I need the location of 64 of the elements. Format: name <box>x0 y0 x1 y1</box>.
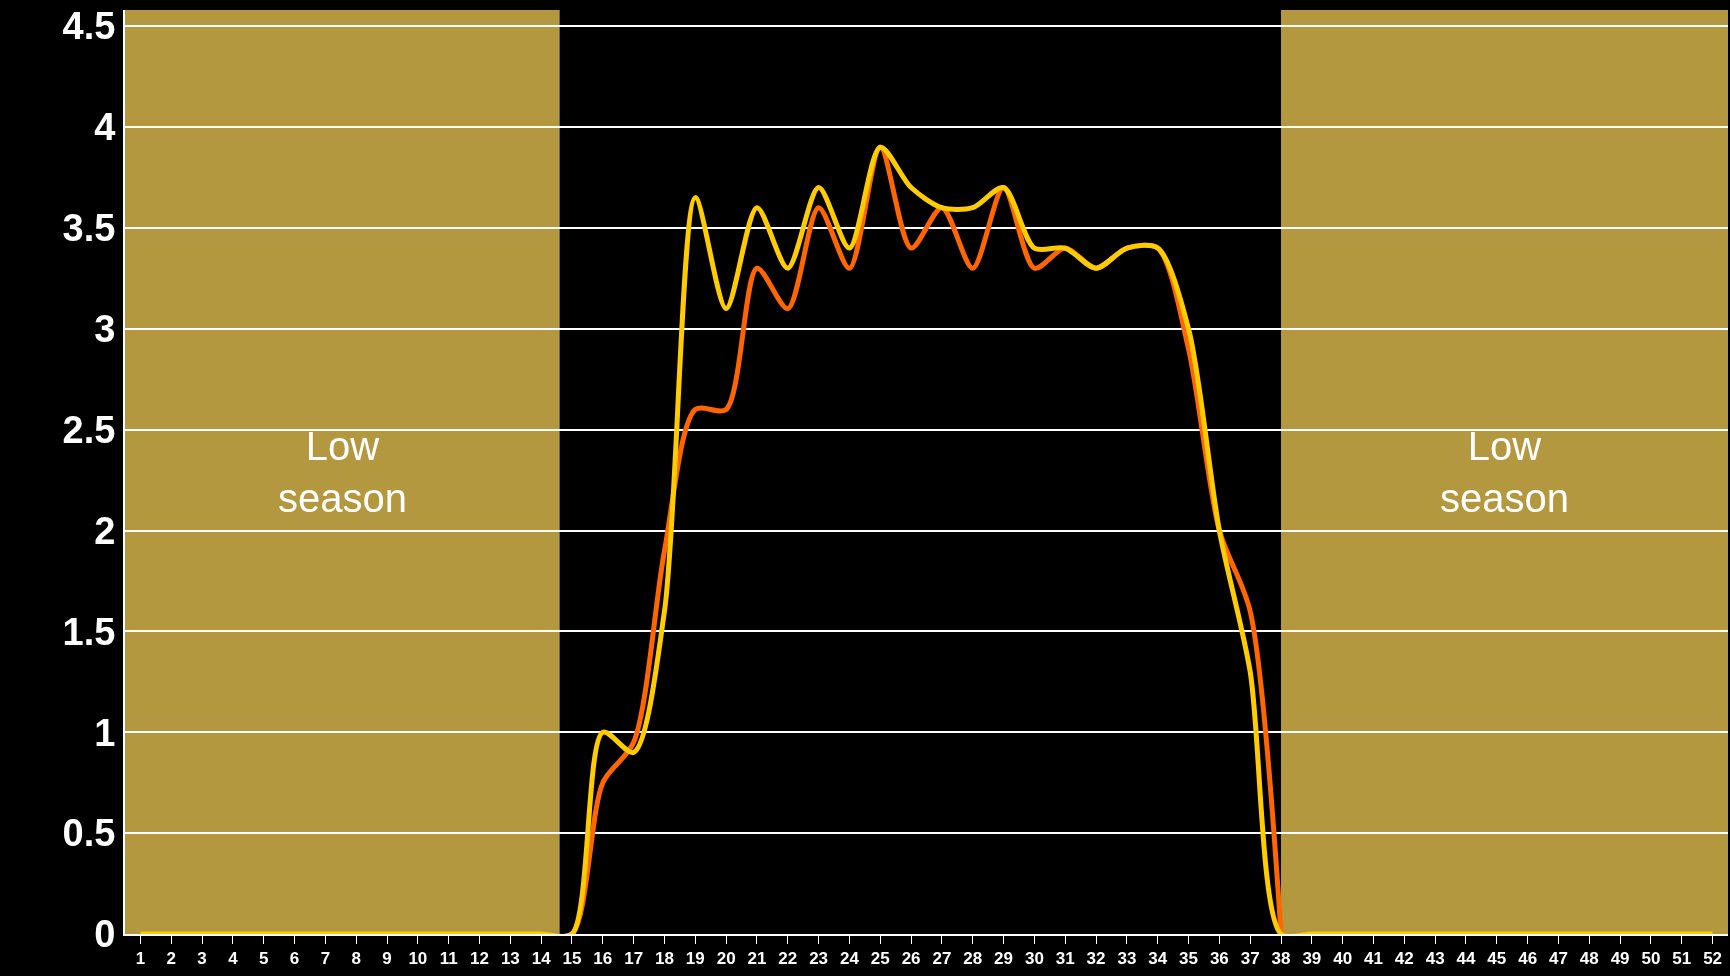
x-tick-label: 2 <box>166 949 176 969</box>
x-tick-label: 45 <box>1487 949 1507 969</box>
y-tick-label: 4.5 <box>62 5 116 48</box>
x-tick-label: 46 <box>1518 949 1538 969</box>
x-tick-label: 17 <box>624 949 644 969</box>
x-tick-label: 15 <box>562 949 582 969</box>
y-tick-label: 1.5 <box>62 610 116 653</box>
x-tick-label: 18 <box>655 949 674 969</box>
x-tick-label: 44 <box>1456 949 1476 969</box>
x-tick-label: 30 <box>1024 949 1044 969</box>
x-tick-label: 33 <box>1117 949 1137 969</box>
x-tick-label: 6 <box>289 949 300 969</box>
x-tick-label: 48 <box>1579 949 1599 969</box>
band-label: Low season <box>1440 424 1569 520</box>
x-tick-label: 27 <box>932 949 952 969</box>
x-tick-label: 47 <box>1548 949 1568 969</box>
x-tick-label: 31 <box>1055 949 1075 969</box>
x-tick-label: 38 <box>1271 949 1291 969</box>
x-tick-label: 20 <box>716 949 736 969</box>
x-tick-label: 10 <box>408 949 428 969</box>
x-tick-label: 23 <box>809 949 829 969</box>
y-tick-label: 3 <box>94 308 116 351</box>
x-tick-label: 11 <box>439 949 458 969</box>
x-tick-label: 50 <box>1641 949 1661 969</box>
x-tick-label: 34 <box>1148 949 1168 969</box>
x-tick-label: 51 <box>1672 949 1692 969</box>
x-tick-label: 24 <box>839 949 860 969</box>
x-tick-label: 1 <box>135 949 146 969</box>
x-tick-label: 42 <box>1394 949 1414 969</box>
x-tick-label: 12 <box>470 949 489 969</box>
x-tick-label: 39 <box>1302 949 1322 969</box>
y-tick-label: 0.5 <box>62 812 116 855</box>
x-tick-label: 21 <box>747 949 767 969</box>
x-tick-label: 14 <box>531 949 552 969</box>
y-tick-label: 2.5 <box>62 408 116 451</box>
band-label: Low season <box>278 424 407 520</box>
x-tick-label: 19 <box>685 949 705 969</box>
x-tick-label: 25 <box>870 949 890 969</box>
x-tick-label: 37 <box>1240 949 1260 969</box>
x-tick-label: 49 <box>1610 949 1630 969</box>
x-tick-label: 4 <box>228 949 239 969</box>
y-tick-label: 4 <box>94 106 116 149</box>
x-tick-label: 8 <box>351 949 361 969</box>
x-tick-label: 3 <box>197 949 207 969</box>
y-tick-label: 2 <box>94 509 116 552</box>
x-tick-label: 7 <box>320 949 331 969</box>
x-tick-label: 40 <box>1333 949 1353 969</box>
x-tick-label: 26 <box>901 949 921 969</box>
x-tick-label: 32 <box>1086 949 1106 969</box>
y-tick-label: 1 <box>94 711 116 754</box>
x-tick-label: 13 <box>500 949 520 969</box>
x-tick-label: 35 <box>1179 949 1198 969</box>
x-tick-label: 22 <box>778 949 798 969</box>
x-tick-label: 43 <box>1425 949 1445 969</box>
y-tick-label: 0 <box>94 913 116 956</box>
x-tick-label: 29 <box>994 949 1014 969</box>
x-tick-label: 41 <box>1364 949 1383 969</box>
x-tick-label: 52 <box>1703 949 1723 969</box>
x-tick-label: 9 <box>382 949 392 969</box>
x-tick-label: 5 <box>258 949 269 969</box>
y-tick-label: 3.5 <box>62 207 116 250</box>
x-tick-label: 16 <box>593 949 613 969</box>
x-tick-label: 28 <box>963 949 983 969</box>
x-tick-label: 36 <box>1209 949 1229 969</box>
